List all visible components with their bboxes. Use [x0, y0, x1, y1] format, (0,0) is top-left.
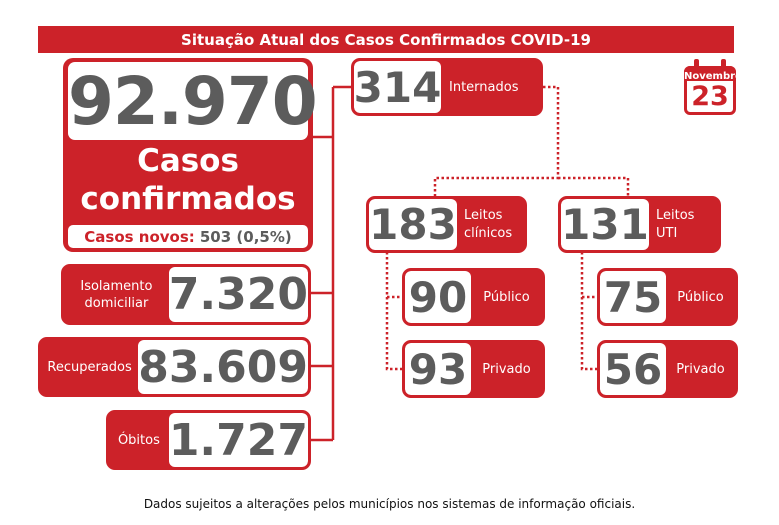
- confirmed-label-line1: Casos: [137, 143, 239, 179]
- footer-note: Dados sujeitos a alterações pelos municí…: [0, 493, 779, 512]
- hospitalized-value: 314: [353, 62, 442, 112]
- clinical-public-label: Público: [483, 289, 530, 305]
- deaths-label: Óbitos: [117, 432, 160, 448]
- isolation-label-line1: Isolamento: [80, 278, 153, 294]
- clinical-beds-label-line1: Leitos: [464, 207, 503, 223]
- calendar-month: Novembro: [684, 71, 742, 82]
- icu-private-card: 56 Privado: [597, 340, 738, 398]
- icu-beds-card: 131 Leitos UTI: [558, 196, 721, 253]
- clinical-beds-value: 183: [369, 200, 457, 249]
- isolation-label-line2: domiciliar: [84, 295, 149, 311]
- clinical-public-card: 90 Público: [402, 268, 545, 326]
- deaths-card: Óbitos 1.727: [106, 410, 311, 470]
- clinical-private-card: 93 Privado: [402, 340, 545, 398]
- clinical-beds-card: 183 Leitos clínicos: [366, 196, 527, 253]
- clinical-public-value: 90: [408, 272, 468, 322]
- icu-beds-label-line1: Leitos: [656, 207, 695, 223]
- header-title: Situação Atual dos Casos Confirmados COV…: [181, 31, 591, 49]
- recovered-card: Recuperados 83.609: [38, 337, 311, 397]
- clinical-private-value: 93: [408, 344, 468, 394]
- new-cases-value: 503 (0,5%): [199, 228, 292, 246]
- icu-private-value: 56: [603, 344, 663, 394]
- recovered-value: 83.609: [138, 341, 308, 393]
- confirmed-label-line2: confirmados: [80, 181, 296, 217]
- confirmed-value: 92.970: [68, 63, 318, 140]
- calendar-day: 23: [691, 81, 729, 112]
- isolation-card: Isolamento domiciliar 7.320: [61, 264, 311, 325]
- icu-beds-label-line2: UTI: [656, 225, 678, 241]
- icu-public-label: Público: [677, 289, 724, 305]
- hospitalized-label: Internados: [449, 79, 519, 95]
- icu-public-card: 75 Público: [597, 268, 738, 326]
- footer-note-text: Dados sujeitos a alterações pelos municí…: [143, 497, 636, 511]
- icu-private-label: Privado: [676, 361, 725, 377]
- icu-public-value: 75: [603, 272, 663, 322]
- clinical-private-label: Privado: [482, 361, 531, 377]
- recovered-label: Recuperados: [47, 359, 132, 375]
- calendar-icon: Novembro 23: [684, 59, 742, 115]
- deaths-value: 1.727: [168, 414, 308, 466]
- confirmed-card: 92.970 Casos confirmados Casos novos: 50…: [63, 58, 318, 252]
- icu-beds-value: 131: [561, 200, 649, 249]
- clinical-beds-label-line2: clínicos: [464, 225, 513, 241]
- header-bar: Situação Atual dos Casos Confirmados COV…: [38, 26, 734, 53]
- hospitalized-card: 314 Internados: [351, 58, 543, 116]
- new-cases-label: Casos novos:: [84, 228, 195, 246]
- isolation-value: 7.320: [168, 269, 308, 320]
